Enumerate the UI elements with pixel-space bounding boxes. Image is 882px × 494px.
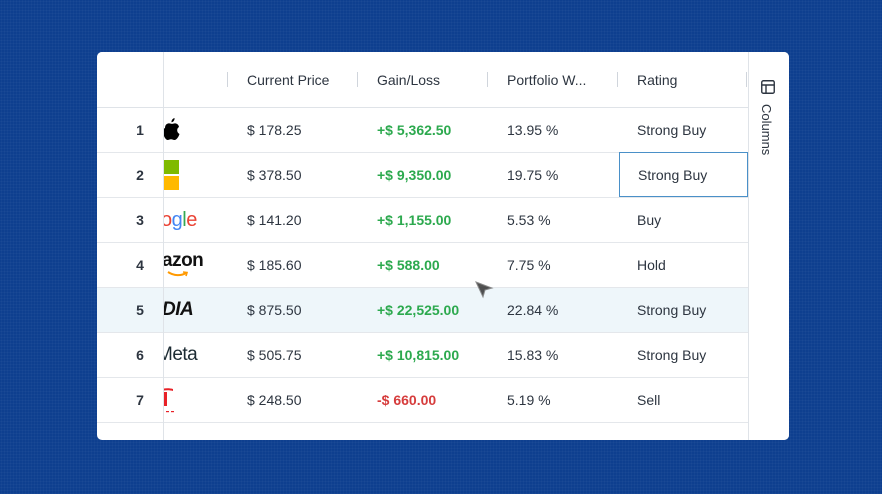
table-row[interactable]: 6 Meta $ 505.75 +$ 10,815.00 15.83 % Str…	[97, 333, 748, 378]
portfolio-weight-cell[interactable]: 22.84 %	[507, 302, 559, 318]
grid-header-row: Current Price Gain/Loss Portfolio W... R…	[97, 52, 748, 108]
row-number: 4	[136, 257, 144, 273]
company-logo-cell: Meta	[163, 333, 229, 377]
row-number: 7	[136, 392, 144, 408]
grid-body: 1 $ 178.25 +$ 5,362.50 13.95 % Strong Bu…	[97, 108, 748, 423]
row-number: 2	[136, 167, 144, 183]
current-price-cell[interactable]: $ 875.50	[247, 302, 302, 318]
rating-cell[interactable]: Buy	[637, 212, 662, 228]
portfolio-grid: Current Price Gain/Loss Portfolio W... R…	[97, 52, 789, 440]
current-price-cell[interactable]: $ 185.60	[247, 257, 302, 273]
row-number: 6	[136, 347, 144, 363]
mouse-cursor-icon	[473, 278, 495, 305]
rating-cell[interactable]: Strong Buy	[637, 347, 707, 363]
table-row[interactable]: 1 $ 178.25 +$ 5,362.50 13.95 % Strong Bu…	[97, 108, 748, 153]
rating-cell[interactable]: Strong Buy	[637, 302, 707, 318]
table-row[interactable]: 4 azon $ 185.60 +$ 588.00 7.75 % Hold	[97, 243, 748, 288]
current-price-cell[interactable]: $ 141.20	[247, 212, 302, 228]
gain-loss-cell[interactable]: -$ 660.00	[377, 392, 437, 408]
apple-logo-icon	[163, 108, 181, 152]
column-separator[interactable]	[746, 72, 747, 87]
table-row[interactable]: 2 $ 378.50 +$ 9,350.00 19.75 % Strong Bu…	[97, 152, 748, 198]
column-separator[interactable]	[617, 72, 618, 87]
current-price-cell[interactable]: $ 248.50	[247, 392, 302, 408]
current-price-cell[interactable]: $ 378.50	[247, 167, 302, 183]
portfolio-weight-cell[interactable]: 5.19 %	[507, 392, 551, 408]
rating-cell[interactable]: Hold	[637, 257, 666, 273]
gain-loss-cell[interactable]: +$ 9,350.00	[377, 167, 452, 183]
row-number-header	[97, 52, 163, 108]
row-number: 1	[136, 122, 144, 138]
microsoft-logo-icon	[163, 153, 179, 197]
nvidia-logo-icon: DIA	[163, 299, 194, 320]
table-row[interactable]: 7 $ 248.50 -$ 660.00 5.19 % Sell	[97, 378, 748, 423]
columns-tab-label: Columns	[759, 104, 774, 156]
table-row-hovered[interactable]: 5 DIA $ 875.50 +$ 22,525.00 22.84 % Stro…	[97, 288, 748, 333]
rating-cell[interactable]: Strong Buy	[637, 122, 707, 138]
columns-icon	[761, 80, 775, 99]
portfolio-weight-cell[interactable]: 7.75 %	[507, 257, 551, 273]
tesla-logo-icon	[163, 378, 175, 422]
row-number: 3	[136, 212, 144, 228]
portfolio-weight-cell[interactable]: 5.53 %	[507, 212, 551, 228]
column-separator[interactable]	[357, 72, 358, 87]
company-logo-cell	[163, 153, 229, 197]
gain-loss-cell[interactable]: +$ 588.00	[377, 257, 440, 273]
column-header-rating[interactable]: Rating	[637, 71, 678, 88]
company-logo-cell	[163, 108, 229, 152]
meta-logo-icon: Meta	[163, 344, 198, 365]
column-separator[interactable]	[487, 72, 488, 87]
column-header-portfolio-weight[interactable]: Portfolio W...	[507, 71, 587, 88]
portfolio-weight-cell[interactable]: 19.75 %	[507, 167, 559, 183]
company-logo-cell	[163, 378, 229, 422]
rating-cell-selected[interactable]: Strong Buy	[619, 152, 748, 197]
rating-cell[interactable]: Sell	[637, 392, 661, 408]
gain-loss-cell[interactable]: +$ 5,362.50	[377, 122, 452, 138]
side-bar: Columns	[748, 52, 789, 440]
column-separator[interactable]	[227, 72, 228, 87]
current-price-cell[interactable]: $ 505.75	[247, 347, 302, 363]
amazon-logo-icon: azon	[163, 250, 204, 271]
gain-loss-cell[interactable]: +$ 1,155.00	[377, 212, 452, 228]
columns-tool-panel-button[interactable]: Columns	[757, 78, 781, 168]
portfolio-weight-cell[interactable]: 15.83 %	[507, 347, 559, 363]
portfolio-weight-cell[interactable]: 13.95 %	[507, 122, 559, 138]
gain-loss-cell[interactable]: +$ 10,815.00	[377, 347, 460, 363]
column-header-gain-loss[interactable]: Gain/Loss	[377, 71, 441, 88]
row-number: 5	[136, 302, 144, 318]
company-logo-cell: azon	[163, 243, 229, 287]
company-logo-cell: DIA	[163, 288, 229, 332]
amazon-smile-icon	[167, 271, 189, 277]
column-header-current-price[interactable]: Current Price	[247, 71, 330, 88]
gain-loss-cell[interactable]: +$ 22,525.00	[377, 302, 460, 318]
current-price-cell[interactable]: $ 178.25	[247, 122, 302, 138]
